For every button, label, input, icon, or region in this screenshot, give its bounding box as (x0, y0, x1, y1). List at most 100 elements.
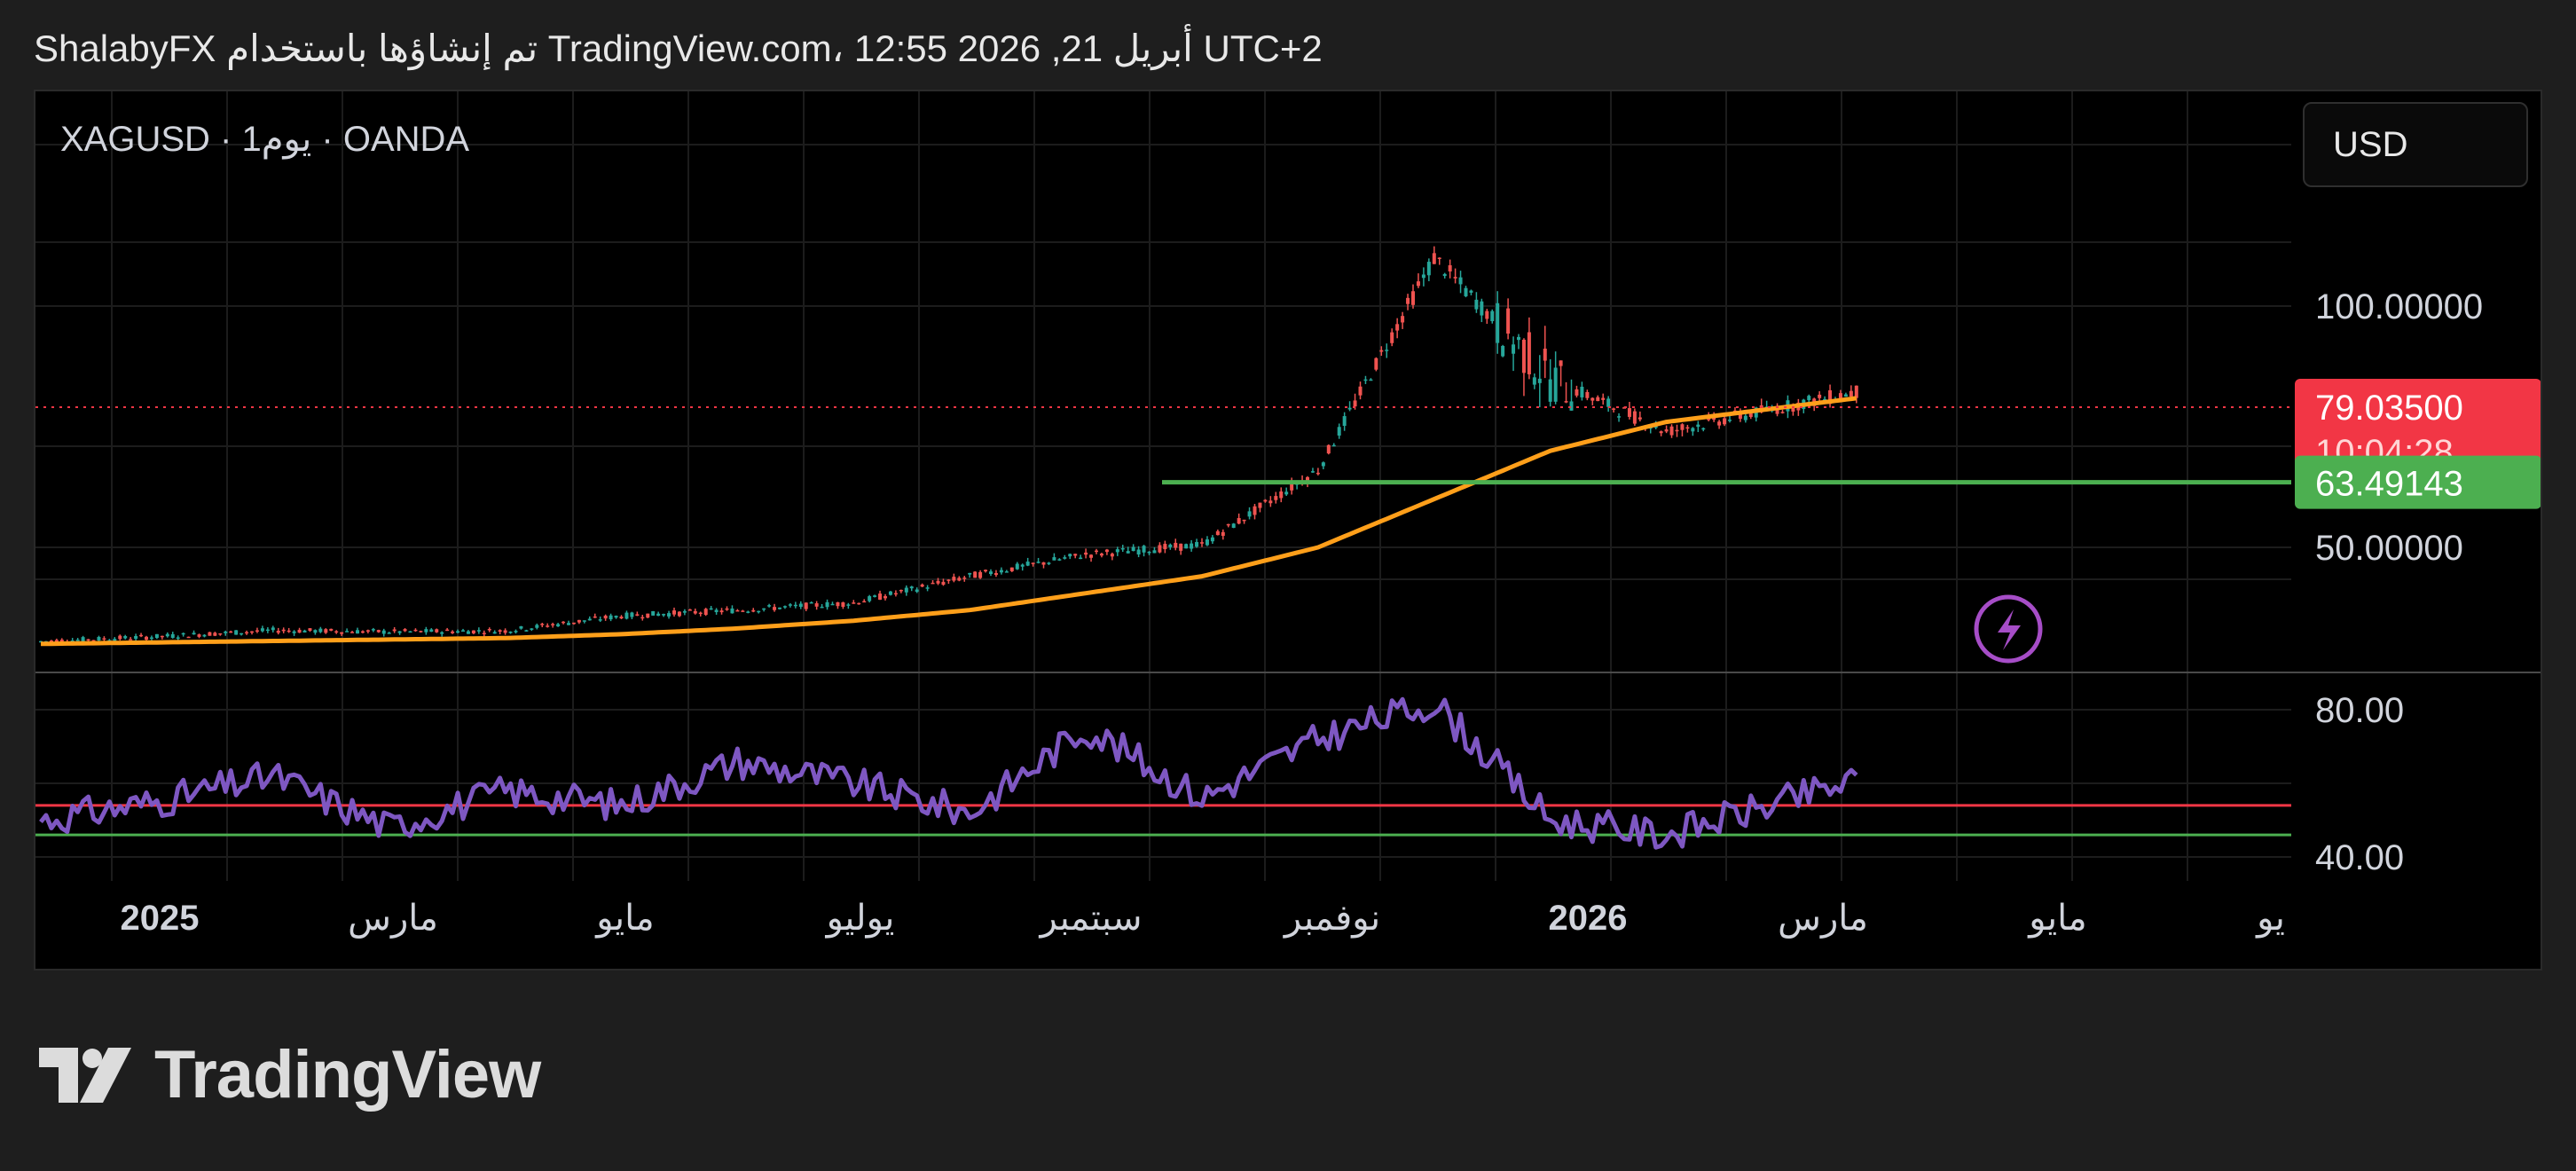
chart-frame[interactable]: 100.00000 50.00000 79.03500 10:04:28 63.4914… (34, 90, 2542, 971)
candle-body (1527, 332, 1531, 374)
candle-body (1564, 401, 1568, 403)
candle-body (725, 608, 729, 610)
candle-body (836, 601, 840, 607)
candle-body (118, 635, 122, 640)
candle-body (466, 631, 470, 634)
candle-body (1426, 262, 1431, 276)
date-axis-year-label: 2026 (1549, 899, 1628, 938)
candle-body (86, 639, 90, 641)
candle-body (788, 604, 792, 606)
candle-body (656, 613, 661, 617)
candle-body (846, 604, 851, 606)
candle-body (392, 629, 397, 632)
candle-body (134, 635, 138, 640)
candle-body (1326, 444, 1331, 454)
date-axis-label: مارس (1778, 899, 1868, 939)
candle-body (778, 607, 781, 609)
candle-body (868, 596, 872, 601)
candle-body (888, 591, 892, 595)
moving-average-line (40, 396, 1857, 647)
candle-body (703, 609, 708, 616)
candle-body (1469, 290, 1473, 293)
candle-body (1004, 571, 1009, 573)
candle-body (1068, 554, 1072, 557)
candle-body (1142, 546, 1146, 553)
candle-body (1728, 420, 1732, 421)
candle-body (160, 635, 164, 638)
candle-body (571, 622, 576, 625)
candle-body (530, 628, 534, 630)
candle-body (1659, 431, 1663, 434)
date-axis-year-label: 2025 (121, 899, 200, 938)
candle-body (1780, 412, 1785, 413)
candle-body (308, 628, 312, 631)
candle-body (1537, 378, 1542, 383)
candle-body (1512, 344, 1516, 354)
candle-body (1738, 412, 1742, 420)
candle-body (1723, 418, 1727, 425)
candle-body (1036, 562, 1041, 563)
lightning-icon[interactable] (1974, 594, 2043, 664)
candle-body (1073, 554, 1078, 556)
tradingview-logo-icon (39, 1047, 131, 1103)
candle-body (1807, 396, 1811, 401)
candle-body (1020, 564, 1025, 567)
candle-body (1385, 350, 1389, 351)
candle-body (693, 610, 697, 614)
candle-body (714, 609, 719, 613)
candle-body (91, 640, 96, 642)
candle-body (709, 608, 713, 610)
candle-body (297, 629, 302, 633)
candle-body (1421, 274, 1425, 279)
candle-body (129, 639, 133, 641)
candle-body (1274, 496, 1278, 500)
candle-body (482, 633, 486, 634)
candle-body (825, 601, 829, 608)
candle-body (1131, 546, 1135, 552)
candle-body (931, 582, 935, 585)
candle-body (1390, 332, 1394, 343)
symbol-label: XAGUSD · 1يوم · OANDA (60, 120, 470, 159)
candle-body (1696, 424, 1700, 428)
candle-body (968, 572, 972, 575)
candle-body (145, 636, 148, 641)
currency-button[interactable]: USD (2303, 102, 2528, 187)
candle-body (1553, 367, 1558, 402)
candle-body (830, 603, 835, 606)
candle-body (873, 595, 877, 597)
candle-body (1337, 427, 1341, 436)
candle-body (208, 632, 212, 636)
candle-body (973, 571, 978, 578)
candle-body (909, 586, 914, 589)
candle-body (340, 632, 344, 634)
candle-body (1315, 472, 1320, 475)
rsi-line (39, 696, 1858, 850)
candle-body (624, 612, 629, 619)
candle-body (1063, 557, 1067, 559)
candle-body (356, 630, 359, 634)
candle-body (577, 619, 581, 623)
candle-body (809, 601, 813, 604)
candle-body (170, 633, 175, 639)
candle-body (461, 630, 465, 632)
candle-body (556, 624, 561, 627)
candle-body (186, 636, 191, 639)
candle-body (1580, 386, 1584, 397)
candle-body (345, 631, 349, 633)
candle-body (640, 617, 645, 619)
candle-body (1247, 511, 1252, 517)
candle-body (1480, 301, 1484, 316)
candle-body (397, 631, 402, 633)
candle-body (1680, 424, 1685, 430)
candle-body (936, 580, 940, 584)
candle-body (213, 633, 217, 636)
candle-body (519, 625, 523, 629)
chart-svg[interactable]: 100.0000050.0000079.0350010:04:2863.4914… (35, 91, 2542, 971)
candle-body (1184, 544, 1189, 549)
rsi-axis-label: 80.00 (2315, 691, 2404, 730)
date-axis-label: يوليو (825, 899, 895, 939)
candle-body (1637, 417, 1642, 420)
candle-body (107, 640, 112, 642)
candle-body (318, 628, 323, 633)
support-badge (2295, 455, 2541, 509)
